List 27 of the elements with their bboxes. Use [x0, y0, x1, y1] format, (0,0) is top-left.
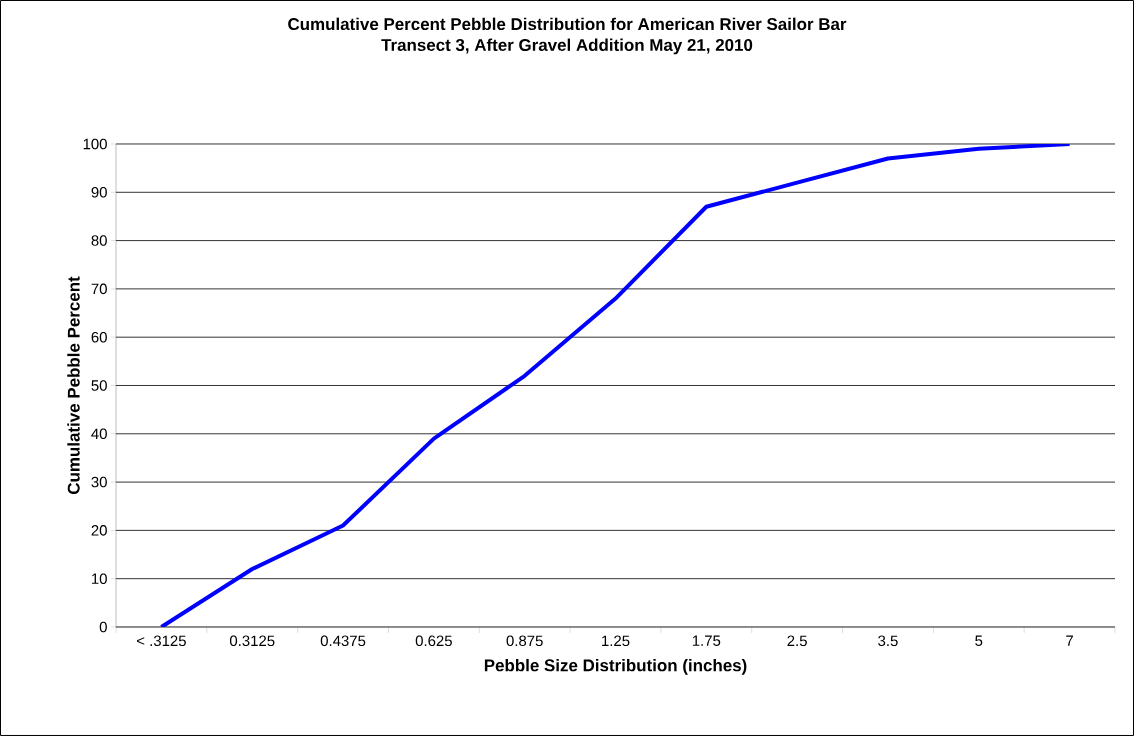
x-tick-label: 2.5 [787, 635, 807, 647]
y-tick-label: 50 [91, 380, 107, 391]
y-tick-label: 80 [91, 235, 107, 246]
y-tick-label: 60 [91, 331, 107, 343]
x-tick-label: 3.5 [878, 635, 898, 647]
x-tick-label: 0.4375 [320, 635, 366, 647]
line-series [159, 143, 1072, 627]
x-tick-label: 0.875 [506, 635, 543, 647]
y-tick-label: 90 [91, 186, 107, 198]
chart-title: Cumulative Percent Pebble Distribution for American River Sailor Bar [288, 17, 847, 31]
y-tick-label: 100 [83, 138, 107, 150]
chart-subtitle: Transect 3, After Gravel Addition May 21, 2010 [381, 38, 753, 55]
y-tick-label: 20 [91, 525, 107, 536]
x-tick-label: 0.625 [415, 635, 452, 647]
x-tick-label: 1.25 [602, 635, 630, 647]
x-tick-label: 1.75 [692, 635, 721, 646]
x-tick-label: 7 [1066, 635, 1073, 646]
y-tick-label: 30 [91, 476, 107, 488]
y-tick-label: 70 [91, 283, 107, 295]
x-tick-label: 5 [975, 635, 983, 646]
y-tick-label: 0 [99, 621, 107, 633]
x-axis-title: Pebble Size Distribution (inches) [484, 658, 747, 675]
x-tick-label: 0.3125 [229, 635, 275, 647]
y-axis-title: Cumulative Pebble Percent [67, 276, 80, 494]
y-tick-label: 40 [91, 428, 107, 440]
y-tick-label: 10 [92, 573, 107, 584]
x-tick-label: < .3125 [137, 635, 186, 647]
